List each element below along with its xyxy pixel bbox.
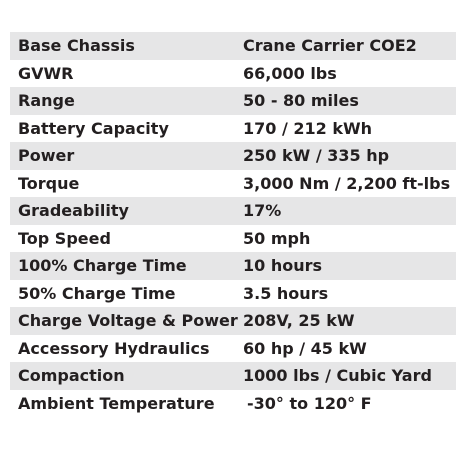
table-row: Gradeability 17%: [10, 197, 456, 225]
row-label: Gradeability: [18, 201, 129, 221]
table-row: 100% Charge Time 10 hours: [10, 252, 456, 280]
row-value: 50 - 80 miles: [243, 91, 359, 111]
row-value: 3.5 hours: [243, 283, 329, 303]
row-value: 1000 lbs / Cubic Yard: [243, 366, 432, 386]
row-value: Crane Carrier COE2: [243, 36, 417, 56]
row-label: 100% Charge Time: [18, 256, 187, 276]
row-value: 250 kW / 335 hp: [243, 146, 390, 166]
row-label: Top Speed: [18, 228, 111, 248]
row-value: 66,000 lbs: [243, 63, 337, 83]
row-value: -30° to 120° F: [247, 393, 372, 413]
row-label: Base Chassis: [18, 36, 135, 56]
row-label: Torque: [18, 173, 80, 193]
row-label: Compaction: [18, 366, 125, 386]
table-row: 50% Charge Time 3.5 hours: [10, 280, 456, 308]
row-label: 50% Charge Time: [18, 283, 176, 303]
row-value: 60 hp / 45 kW: [243, 338, 367, 358]
table-row: Charge Voltage & Power 208V, 25 kW: [10, 307, 456, 335]
row-label: Battery Capacity: [18, 118, 169, 138]
row-label: GVWR: [18, 63, 74, 83]
table-row: Top Speed 50 mph: [10, 225, 456, 253]
table-row: Ambient Temperature -30° to 120° F: [10, 390, 456, 418]
table-row: Base Chassis Crane Carrier COE2: [10, 32, 456, 60]
table-row: Compaction 1000 lbs / Cubic Yard: [10, 362, 456, 390]
row-value: 3,000 Nm / 2,200 ft-lbs: [243, 173, 451, 193]
row-value: 10 hours: [243, 256, 323, 276]
row-value: 170 / 212 kWh: [243, 118, 373, 138]
table-row: GVWR 66,000 lbs: [10, 60, 456, 88]
row-label: Charge Voltage & Power: [18, 311, 238, 331]
row-label: Range: [18, 91, 75, 111]
row-label: Power: [18, 146, 75, 166]
table-row: Range 50 - 80 miles: [10, 87, 456, 115]
table-row: Torque 3,000 Nm / 2,200 ft-lbs: [10, 170, 456, 198]
row-label: Ambient Temperature: [18, 393, 215, 413]
spec-table: Base Chassis Crane Carrier COE2 GVWR 66,000…: [10, 32, 456, 417]
row-value: 17%: [243, 201, 282, 221]
row-value: 50 mph: [243, 228, 311, 248]
table-row: Power 250 kW / 335 hp: [10, 142, 456, 170]
table-row: Battery Capacity 170 / 212 kWh: [10, 115, 456, 143]
table-row: Accessory Hydraulics 60 hp / 45 kW: [10, 335, 456, 363]
row-label: Accessory Hydraulics: [18, 338, 210, 358]
row-value: 208V, 25 kW: [243, 311, 355, 331]
